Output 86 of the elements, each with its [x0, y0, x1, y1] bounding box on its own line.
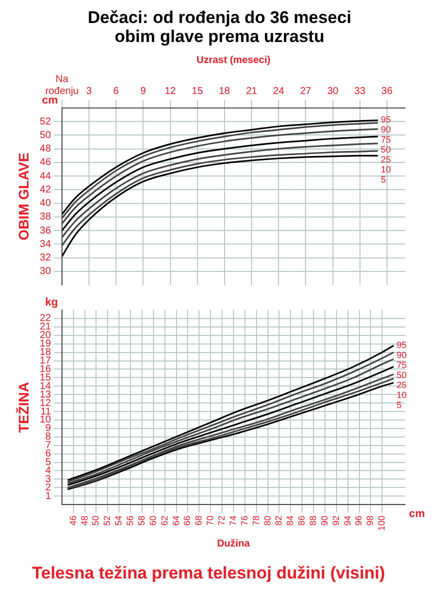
y-tick-label: 46	[40, 157, 52, 168]
x-tick-label: 74	[228, 516, 238, 526]
x-tick-label: 98	[365, 516, 376, 526]
x-tick-label: 9	[140, 86, 146, 97]
x-tick-label: 96	[354, 516, 364, 526]
text: Telesna težina prema telesnoj dužini (visini)	[32, 563, 385, 582]
x-tick-label: 52	[102, 516, 112, 526]
text: 5	[380, 174, 386, 185]
y-tick-label: 15	[40, 372, 52, 384]
y-tick-label: 12	[40, 398, 52, 409]
text: cm	[409, 508, 426, 520]
series-label: 50	[380, 144, 391, 155]
x-tick-label: 100	[376, 516, 387, 531]
x-axis-title: Uzrast (meseci)	[196, 54, 270, 66]
y-tick-label: 30	[40, 266, 52, 278]
series-label: 75	[396, 360, 407, 370]
y-tick-label: 40	[40, 198, 52, 210]
series-label: 90	[380, 124, 391, 135]
y-tick-label: 48	[40, 144, 52, 155]
chart-title: Dečaci: od rođenja do 36 meseci	[86, 8, 352, 27]
x-tick-label: 15	[192, 86, 204, 97]
x-tick-label: 60	[148, 516, 158, 526]
x-tick-label: 78	[250, 516, 261, 526]
x-tick-label: 36	[381, 86, 393, 97]
y-tick-label: 52	[40, 116, 52, 128]
y-tick-label: 2	[45, 482, 52, 494]
series-label: 25	[396, 380, 407, 390]
x-tick-label: 66	[182, 516, 192, 526]
x-tick-label: 90	[319, 516, 330, 526]
y-tick-label: 14	[40, 380, 52, 392]
series-label: 25	[380, 154, 391, 165]
y-tick-label: 36	[40, 225, 52, 236]
x-tick-label: 64	[170, 516, 181, 526]
x-tick-label: 24	[273, 86, 285, 97]
y-tick-label: 1	[45, 490, 52, 502]
text: cm	[42, 94, 58, 107]
series-label: 95	[396, 340, 407, 350]
chart-subtitle: obim glave prema uzrastu	[114, 27, 326, 46]
series-label: 5	[396, 400, 402, 410]
y-tick-label: 16	[40, 364, 52, 375]
x-tick-label: 6	[113, 86, 120, 97]
x-tick-label: 58	[136, 516, 146, 526]
y-tick-label: 32	[40, 252, 52, 264]
x-tick-label: 30	[327, 86, 339, 97]
x-tick-label: 86	[296, 516, 307, 526]
y-tick-label: 4	[45, 465, 52, 476]
x-tick-label: 27	[300, 86, 312, 97]
x-tick-label: 56	[125, 516, 136, 526]
x-tick-label: 3	[86, 86, 92, 97]
x-tick-label: 76	[239, 516, 250, 526]
y-axis-title: OBIM GLAVE	[15, 152, 32, 240]
x-axis-title: Dužina	[217, 538, 250, 550]
x-tick-label: 88	[308, 516, 318, 526]
x-tick-label: 21	[246, 86, 258, 97]
x-tick-label: Na rođenju	[45, 74, 79, 97]
x-tick-label: 54	[114, 516, 124, 526]
y-tick-label: 13	[40, 389, 52, 400]
x-tick-label: 68	[194, 516, 204, 526]
x-tick-label: 18	[218, 86, 230, 97]
y-tick-label: 38	[40, 212, 52, 223]
y-axis-title: TEŽINA	[15, 382, 32, 433]
series-label: 10	[380, 164, 391, 175]
x-tick-label: 84	[285, 516, 296, 526]
y-tick-label: 42	[40, 184, 52, 196]
series-label: 90	[396, 350, 407, 360]
x-tick-label: 46	[68, 516, 78, 526]
y-tick-label: 3	[45, 474, 52, 485]
x-tick-label: 80	[262, 516, 272, 526]
series-label: 75	[380, 134, 391, 145]
text: kg	[45, 296, 58, 309]
x-tick-label: 70	[205, 516, 216, 526]
x-tick-label: 50	[90, 516, 101, 526]
x-tick-label: 94	[342, 516, 352, 526]
y-tick-label: 34	[40, 238, 52, 250]
series-label: 50	[396, 370, 407, 380]
series-label: 95	[380, 114, 391, 125]
x-tick-label: 12	[164, 86, 176, 97]
x-tick-label: 82	[274, 516, 284, 526]
y-tick-label: 44	[40, 170, 52, 182]
x-tick-label: 33	[354, 86, 366, 97]
x-tick-label: 72	[216, 516, 227, 526]
series-label: 10	[396, 390, 407, 400]
x-tick-label: 62	[159, 516, 170, 526]
x-tick-label: 92	[330, 516, 341, 526]
x-tick-label: 48	[79, 516, 90, 526]
y-tick-label: 50	[40, 130, 52, 141]
